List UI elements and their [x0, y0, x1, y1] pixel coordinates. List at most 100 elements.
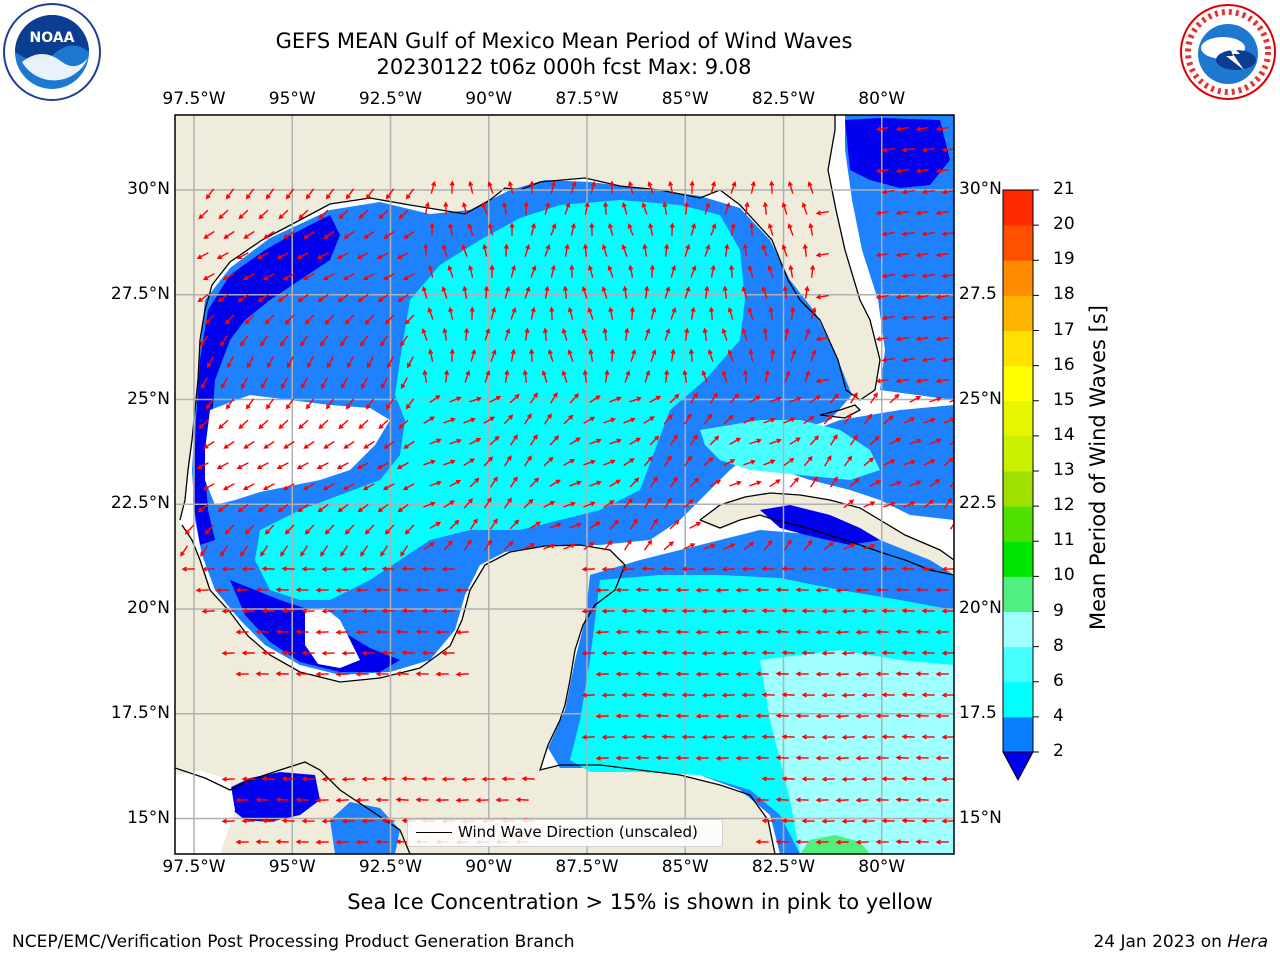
wave-direction-arrow — [903, 459, 916, 466]
wave-direction-arrow — [296, 252, 309, 259]
wave-direction-arrow — [475, 797, 489, 803]
wave-direction-arrow — [803, 539, 813, 551]
wave-direction-arrow — [849, 477, 860, 488]
wave-direction-arrow — [741, 566, 755, 572]
wave-direction-arrow — [684, 244, 691, 257]
wave-direction-arrow — [804, 285, 810, 299]
wave-direction-arrow — [544, 201, 551, 215]
wave-direction-arrow — [430, 180, 437, 194]
wave-direction-arrow — [356, 462, 369, 469]
wave-direction-arrow — [881, 776, 895, 782]
wave-direction-arrow — [197, 293, 209, 303]
wave-direction-arrow — [355, 629, 369, 635]
wave-direction-arrow — [241, 608, 255, 614]
wave-direction-arrow — [643, 456, 653, 467]
wave-direction-arrow — [285, 188, 295, 200]
wave-direction-arrow — [275, 797, 289, 803]
wave-direction-arrow — [790, 306, 796, 320]
colorbar-tick-label: 11 — [1053, 530, 1075, 551]
wave-direction-arrow — [909, 480, 922, 487]
wave-direction-arrow — [404, 314, 415, 325]
wave-direction-arrow — [278, 209, 289, 220]
wave-direction-arrow — [690, 306, 696, 320]
wave-direction-arrow — [841, 776, 855, 782]
wave-direction-arrow — [635, 713, 649, 719]
wave-direction-arrow — [385, 188, 395, 200]
wave-direction-arrow — [601, 244, 608, 257]
wave-direction-arrow — [295, 629, 309, 635]
wave-direction-arrow — [283, 230, 295, 239]
lon-tick-label-bottom: 97.5°W — [162, 857, 226, 877]
wave-direction-arrow — [761, 734, 775, 740]
wave-direction-arrow — [444, 369, 450, 383]
wave-direction-arrow — [324, 524, 335, 535]
wave-direction-arrow — [755, 797, 769, 803]
wave-direction-arrow — [895, 797, 909, 803]
wave-direction-arrow — [763, 417, 776, 424]
wave-direction-arrow — [260, 377, 268, 390]
wave-direction-arrow — [542, 327, 548, 341]
wave-direction-arrow — [401, 608, 415, 614]
wave-direction-arrow — [284, 314, 295, 325]
wave-direction-arrow — [590, 180, 596, 194]
wave-direction-arrow — [529, 180, 535, 194]
lon-tick-label-bottom: 95°W — [268, 857, 316, 877]
wave-direction-arrow — [421, 650, 435, 656]
wave-direction-arrow — [301, 608, 315, 614]
wave-direction-arrow — [621, 566, 635, 572]
wave-direction-arrow — [549, 306, 555, 320]
wave-direction-arrow — [695, 671, 709, 677]
wave-direction-arrow — [810, 264, 816, 278]
wave-direction-arrow — [843, 499, 855, 509]
colorbar-cell — [1003, 681, 1033, 718]
wave-direction-arrow — [197, 503, 209, 513]
wave-direction-arrow — [921, 818, 935, 824]
wave-direction-arrow — [901, 231, 915, 237]
wave-direction-arrow — [668, 180, 674, 194]
wave-direction-arrow — [741, 286, 748, 299]
wave-direction-arrow — [255, 671, 269, 677]
wave-direction-arrow — [221, 566, 235, 572]
wave-direction-arrow — [743, 417, 756, 424]
wave-direction-arrow — [690, 265, 697, 278]
wave-direction-arrow — [244, 314, 255, 325]
wave-direction-arrow — [644, 328, 651, 341]
wave-direction-arrow — [427, 307, 434, 320]
wave-direction-arrow — [704, 202, 711, 215]
wave-direction-arrow — [495, 797, 509, 803]
wave-direction-arrow — [749, 395, 762, 403]
wave-direction-arrow — [843, 455, 853, 467]
wave-direction-arrow — [263, 230, 275, 239]
wave-direction-arrow — [721, 608, 735, 614]
wave-direction-arrow — [220, 335, 229, 347]
wave-direction-arrow — [701, 608, 715, 614]
wave-direction-arrow — [629, 396, 642, 403]
wave-direction-arrow — [915, 671, 929, 677]
wind-wave-arrows — [180, 126, 954, 845]
wave-direction-arrow — [235, 587, 249, 593]
wave-direction-arrow — [895, 168, 909, 174]
wave-direction-arrow — [441, 286, 448, 299]
wave-direction-arrow — [447, 265, 454, 278]
wave-direction-arrow — [935, 168, 949, 174]
wave-direction-arrow — [221, 608, 235, 614]
wave-direction-arrow — [589, 395, 601, 404]
wave-direction-arrow — [781, 202, 788, 215]
wave-direction-arrow — [935, 126, 949, 132]
lon-tick-label-bottom: 82.5°W — [751, 857, 816, 877]
wave-direction-arrow — [883, 459, 896, 466]
wave-direction-arrow — [863, 501, 876, 508]
wave-direction-arrow — [424, 201, 430, 215]
wave-direction-arrow — [563, 458, 576, 466]
wave-direction-arrow — [763, 539, 773, 551]
wave-direction-arrow — [550, 180, 556, 194]
colorbar-tick-label: 4 — [1053, 705, 1064, 726]
wave-direction-arrow — [277, 503, 289, 513]
wave-direction-arrow — [375, 587, 389, 593]
wave-direction-arrow — [200, 545, 209, 557]
wave-direction-arrow — [895, 126, 909, 132]
wave-direction-arrow — [787, 180, 794, 194]
wave-direction-arrow — [741, 650, 755, 656]
wave-direction-arrow — [821, 608, 835, 614]
wave-direction-arrow — [823, 541, 835, 551]
